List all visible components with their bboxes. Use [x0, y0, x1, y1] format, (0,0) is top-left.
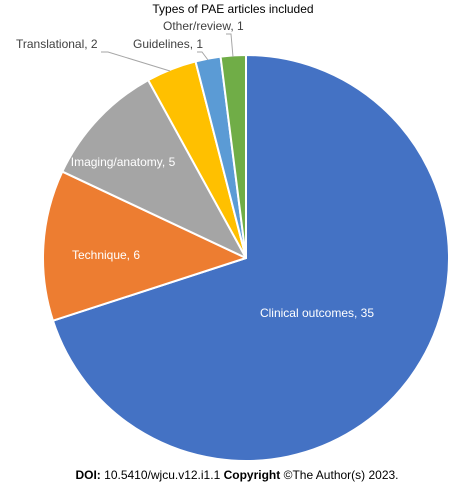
doi-label: DOI: — [75, 468, 101, 482]
pie-chart: Types of PAE articles included Clinical … — [16, 2, 450, 462]
leader-line-translational — [101, 51, 171, 72]
pie-slice-technique — [42, 170, 247, 322]
pie-slice-imaging-anatomy — [61, 79, 247, 259]
pie-slice-clinical-outcomes — [51, 54, 450, 462]
data-label-guidelines: Guidelines, 1 — [133, 37, 203, 51]
copyright-label: Copyright — [223, 468, 281, 482]
citation-footer: DOI: 10.5410/wjcu.v12.i1.1 Copyright ©Th… — [0, 468, 474, 482]
doi-value: 10.5410/wjcu.v12.i1.1 — [104, 468, 221, 482]
data-label-other-review: Other/review, 1 — [163, 19, 244, 33]
data-label-translational: Translational, 2 — [16, 37, 98, 51]
data-label-imaging-anatomy: Imaging/anatomy, 5 — [71, 155, 176, 169]
leader-line-other-review — [226, 33, 234, 58]
chart-title: Types of PAE articles included — [152, 2, 313, 16]
copyright-text: ©The Author(s) 2023. — [283, 468, 399, 482]
data-label-clinical-outcomes: Clinical outcomes, 35 — [260, 306, 374, 320]
leader-line-guidelines — [197, 51, 209, 61]
data-label-technique: Technique, 6 — [72, 248, 140, 262]
